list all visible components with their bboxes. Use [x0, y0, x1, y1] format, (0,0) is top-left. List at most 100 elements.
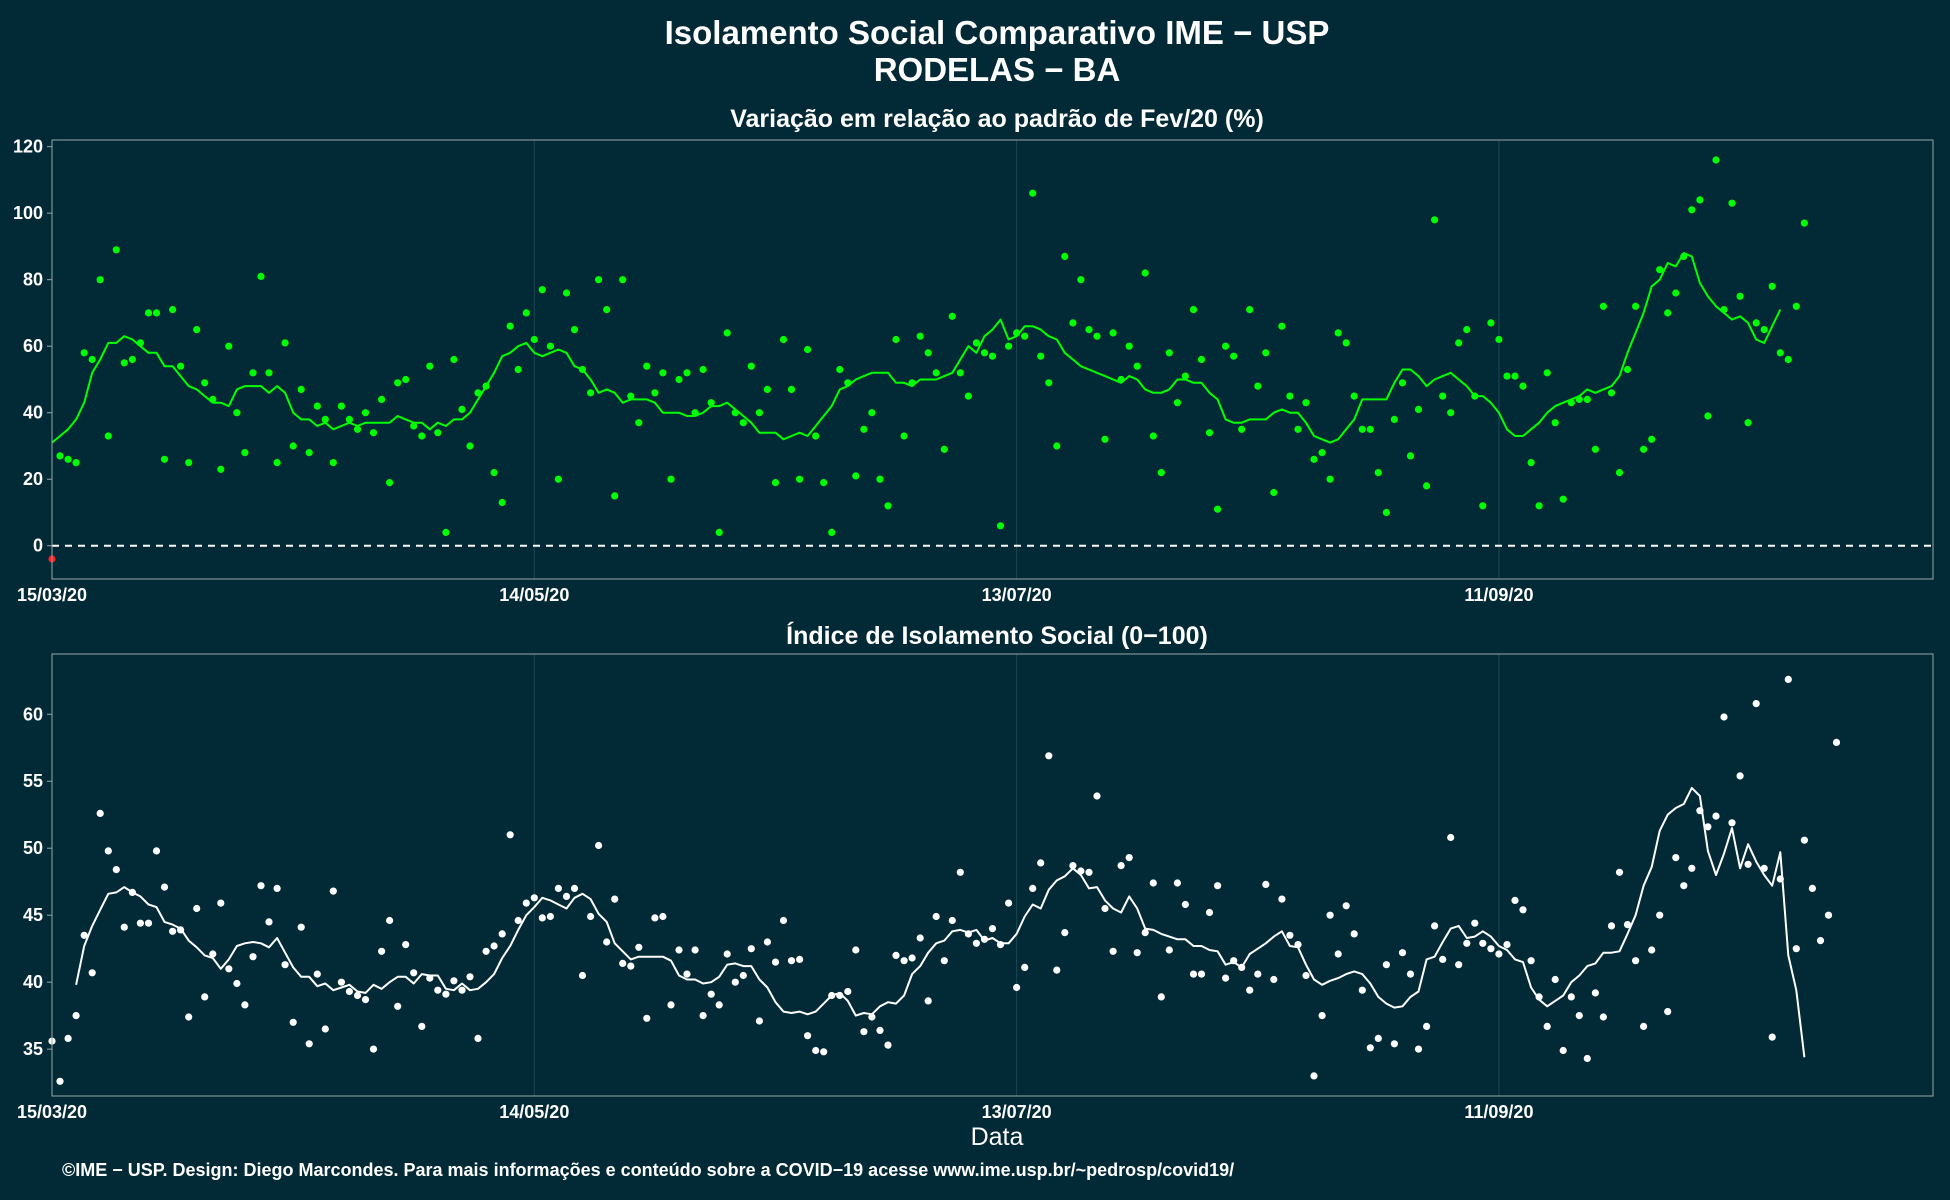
index-data-point: [972, 939, 981, 947]
variation-data-point: [964, 392, 973, 400]
variation-data-point: [1455, 339, 1463, 347]
variation-data-point: [1503, 372, 1511, 380]
variation-data-point: [1648, 435, 1656, 443]
variation-data-point: [337, 402, 345, 410]
variation-data-point: [329, 459, 337, 467]
variation-data-point: [1157, 469, 1165, 477]
variation-data-point: [56, 452, 64, 460]
variation-data-point: [1640, 445, 1648, 453]
index-data-point: [675, 946, 683, 954]
variation-data-point: [1053, 442, 1061, 450]
variation-data-point: [289, 442, 297, 450]
index-data-point: [1599, 1013, 1607, 1021]
variation-data-point: [386, 479, 394, 487]
index-data-point: [884, 1041, 892, 1049]
index-data-point: [570, 884, 579, 893]
index-data-point: [1648, 946, 1656, 954]
variation-data-point: [1382, 508, 1390, 517]
index-data-point: [538, 914, 546, 922]
index-data-point: [812, 1046, 820, 1055]
index-data-point: [1334, 950, 1342, 958]
index-data-point: [1583, 1054, 1591, 1063]
variation-data-point: [249, 369, 257, 377]
index-x-tick-label: 14/05/20: [499, 1102, 569, 1122]
index-data-point: [1567, 993, 1575, 1001]
variation-data-point: [587, 389, 595, 397]
variation-data-point: [916, 332, 924, 340]
index-data-point: [217, 899, 225, 907]
variation-data-point: [1559, 495, 1567, 503]
x-axis-label: Data: [971, 1123, 1024, 1151]
variation-data-point: [643, 362, 651, 370]
variation-data-point: [169, 306, 177, 314]
variation-x-tick-label: 13/07/20: [982, 585, 1052, 605]
index-data-point: [337, 978, 345, 986]
index-data-point: [852, 946, 860, 954]
index-data-point: [402, 941, 410, 949]
variation-data-point: [771, 479, 780, 487]
variation-data-point: [554, 475, 563, 483]
variation-data-point: [297, 385, 305, 393]
index-data-point: [1672, 854, 1680, 862]
panel1-title: Variação em relação ao padrão de Fev/20 …: [730, 105, 1264, 133]
index-data-point: [1045, 752, 1053, 760]
index-data-point: [1262, 880, 1270, 889]
variation-data-point: [514, 365, 522, 374]
variation-data-point: [932, 369, 940, 377]
index-data-point: [1197, 970, 1206, 978]
index-data-point: [313, 970, 321, 978]
variation-data-point: [667, 475, 675, 483]
variation-y-tick-label: 120: [13, 137, 43, 157]
index-data-point: [723, 950, 731, 958]
index-data-point: [1463, 939, 1471, 947]
index-data-point: [796, 955, 804, 964]
index-data-point: [1350, 930, 1358, 938]
index-data-point: [876, 1026, 884, 1034]
index-data-point: [1680, 882, 1688, 890]
variation-data-point: [1752, 319, 1760, 327]
index-data-point: [394, 1002, 402, 1010]
variation-data-point: [1599, 302, 1607, 310]
variation-data-point: [201, 379, 209, 387]
index-data-point: [1085, 868, 1093, 876]
variation-data-point: [956, 369, 964, 377]
variation-data-point: [1189, 306, 1198, 314]
index-data-point: [1543, 1022, 1551, 1030]
panel2-title: Índice de Isolamento Social (0−100): [786, 621, 1208, 650]
index-data-point: [900, 957, 908, 965]
index-data-point: [1366, 1044, 1374, 1052]
variation-data-point: [1792, 302, 1800, 310]
variation-data-point: [1077, 276, 1085, 284]
index-data-point: [948, 916, 956, 925]
index-data-point: [554, 884, 563, 893]
index-data-point: [1342, 902, 1350, 910]
variation-data-point: [1310, 455, 1318, 463]
variation-data-point: [1165, 349, 1173, 357]
index-data-point: [104, 847, 112, 855]
variation-data-point: [707, 399, 715, 407]
variation-data-point: [1656, 266, 1664, 274]
variation-data-point: [353, 425, 362, 433]
variation-data-point: [1302, 399, 1310, 407]
index-data-point: [1318, 1012, 1326, 1020]
variation-data-point: [225, 342, 233, 350]
index-data-point: [530, 894, 538, 902]
index-data-point: [281, 961, 289, 969]
index-data-point: [169, 927, 177, 935]
index-data-point: [1222, 974, 1230, 982]
index-data-point: [1816, 937, 1825, 945]
variation-data-point: [1760, 326, 1768, 334]
index-data-point: [1447, 833, 1455, 842]
index-data-point: [160, 883, 169, 891]
variation-data-point: [345, 415, 353, 423]
index-x-tick-label: 11/09/20: [1464, 1102, 1533, 1122]
index-data-point: [1487, 945, 1495, 953]
index-data-point: [739, 971, 747, 980]
index-data-point: [868, 1013, 876, 1021]
index-data-point: [1013, 983, 1021, 992]
variation-data-point: [1712, 156, 1720, 164]
index-data-point: [1382, 961, 1390, 969]
index-data-point: [64, 1034, 72, 1042]
variation-data-point: [603, 306, 611, 314]
